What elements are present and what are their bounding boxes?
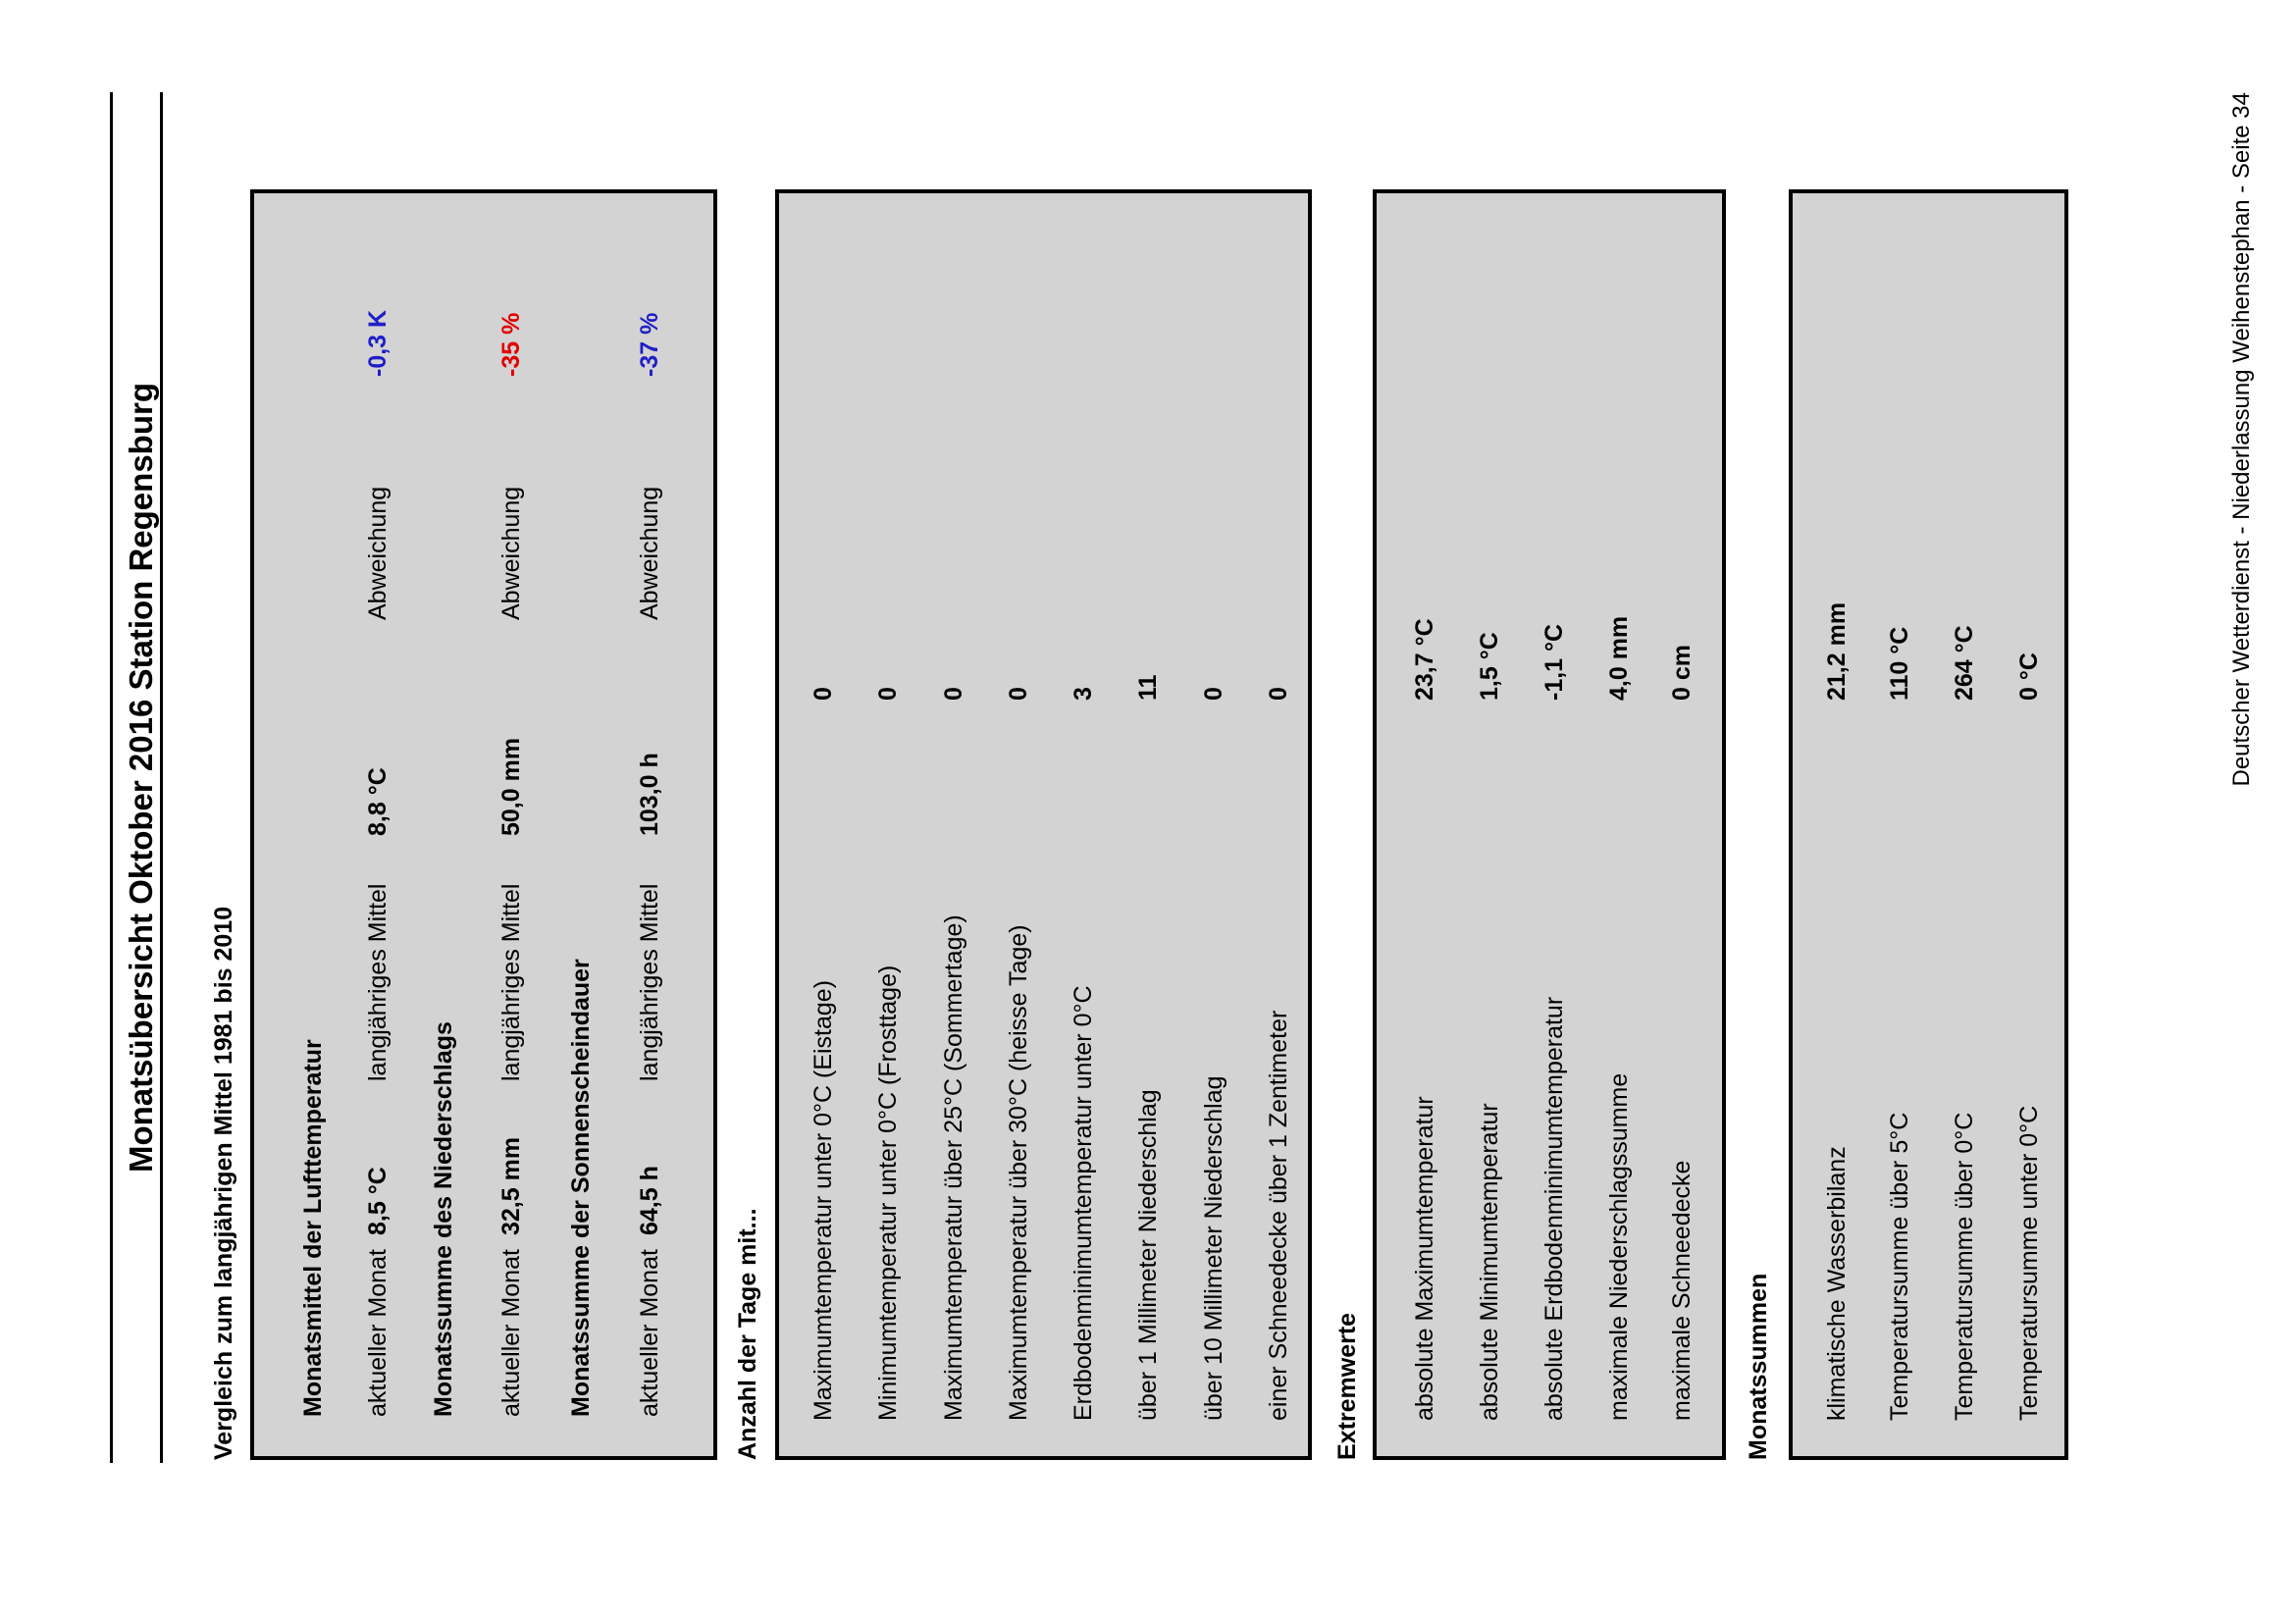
extremes-row-label: maximale Schneedecke [1668,1160,1696,1421]
extremes-row-value: 23,7 °C [1411,618,1438,701]
section-heading-sunshine: Monatssumme der Sonnenscheindauer [567,959,595,1417]
days-row-value: 3 [1070,687,1097,701]
page-title: Monatsübersicht Oktober 2016 Station Reg… [123,383,159,1173]
days-row-label: einer Schneedecke über 1 Zentimeter [1265,1010,1292,1421]
long-term-mean-label: langjähriges Mittel [364,883,391,1082]
extremes-row-value: -1,1 °C [1540,623,1568,701]
deviation-label: Abweichung [497,486,525,620]
title-rule-bottom [160,92,163,1463]
sums-row-value: 110 °C [1886,626,1913,701]
current-month-label: aktueller Monat [497,1249,525,1417]
extremes-panel: absolute Maximumtemperatur 23,7 °C absol… [1373,189,1726,1460]
page-footer: Deutscher Wetterdienst - Niederlassung W… [2228,92,2255,787]
long-term-mean-value: 8,8 °C [364,767,391,836]
sums-heading: Monatssummen [1745,1273,1772,1460]
current-month-label: aktueller Monat [636,1249,663,1417]
title-rule-top [110,92,113,1463]
sums-row-value: 21,2 mm [1823,601,1851,701]
sums-panel: klimatische Wasserbilanz 21,2 mm Tempera… [1789,189,2068,1460]
extremes-row-value: 1,5 °C [1476,632,1503,701]
sums-row-value: 0 °C [2015,652,2043,701]
days-row-value: 0 [1200,687,1227,701]
comparison-panel: Monatsmittel der Lufttemperatur aktuelle… [250,189,717,1460]
days-row-label: über 1 Millimeter Niederschlag [1134,1089,1162,1421]
deviation-value: -35 % [497,312,525,377]
extremes-heading: Extremwerte [1333,1312,1361,1460]
section-heading-temperature: Monatsmittel der Lufttemperatur [299,1039,327,1417]
days-row-label: Maximumtemperatur über 25°C (Sommertage) [940,914,967,1421]
long-term-mean-label: langjähriges Mittel [497,883,525,1082]
deviation-label: Abweichung [364,486,391,620]
sums-row-label: Temperatursumme über 5°C [1886,1112,1913,1421]
sums-row-value: 264 °C [1951,625,1978,701]
days-row-value: 11 [1134,674,1162,701]
current-month-value: 64,5 h [636,1166,663,1235]
sums-row-label: Temperatursumme über 0°C [1951,1112,1978,1421]
days-row-label: Maximumtemperatur über 30°C (heisse Tage… [1005,924,1032,1421]
current-month-label: aktueller Monat [364,1249,391,1417]
extremes-row-label: absolute Maximumtemperatur [1411,1096,1438,1421]
section-heading-precipitation: Monatssumme des Niederschlags [430,1021,457,1417]
days-row-value: 0 [940,687,967,701]
comparison-heading: Vergleich zum langjährigen Mittel 1981 b… [210,906,237,1460]
days-panel: Maximumtemperatur unter 0°C (Eistage) 0 … [775,189,1312,1460]
sums-row-label: Temperatursumme unter 0°C [2015,1105,2043,1421]
days-row-label: Maximumtemperatur unter 0°C (Eistage) [809,979,837,1421]
long-term-mean-value: 103,0 h [636,753,663,836]
deviation-label: Abweichung [636,486,663,620]
long-term-mean-label: langjähriges Mittel [636,883,663,1082]
days-row-value: 0 [1265,687,1292,701]
days-row-label: über 10 Millimeter Niederschlag [1200,1075,1227,1421]
days-row-label: Minimumtemperatur unter 0°C (Frosttage) [874,965,902,1421]
days-heading: Anzahl der Tage mit... [734,1208,761,1460]
days-row-value: 0 [874,687,902,701]
current-month-value: 8,5 °C [364,1167,391,1235]
sums-row-label: klimatische Wasserbilanz [1823,1146,1851,1421]
deviation-value: -37 % [636,312,663,377]
long-term-mean-value: 50,0 mm [497,737,525,836]
deviation-value: -0,3 K [364,309,391,377]
extremes-row-label: maximale Niederschlagssumme [1605,1072,1633,1421]
days-row-label: Erdbodenminimumtemperatur unter 0°C [1070,985,1097,1421]
extremes-row-value: 4,0 mm [1605,615,1633,701]
days-row-value: 0 [809,687,837,701]
extremes-row-label: absolute Minimumtemperatur [1476,1103,1503,1421]
extremes-row-value: 0 cm [1668,645,1696,701]
days-row-value: 0 [1005,687,1032,701]
extremes-row-label: absolute Erdbodenminimumtemperatur [1540,996,1568,1421]
current-month-value: 32,5 mm [497,1136,525,1235]
